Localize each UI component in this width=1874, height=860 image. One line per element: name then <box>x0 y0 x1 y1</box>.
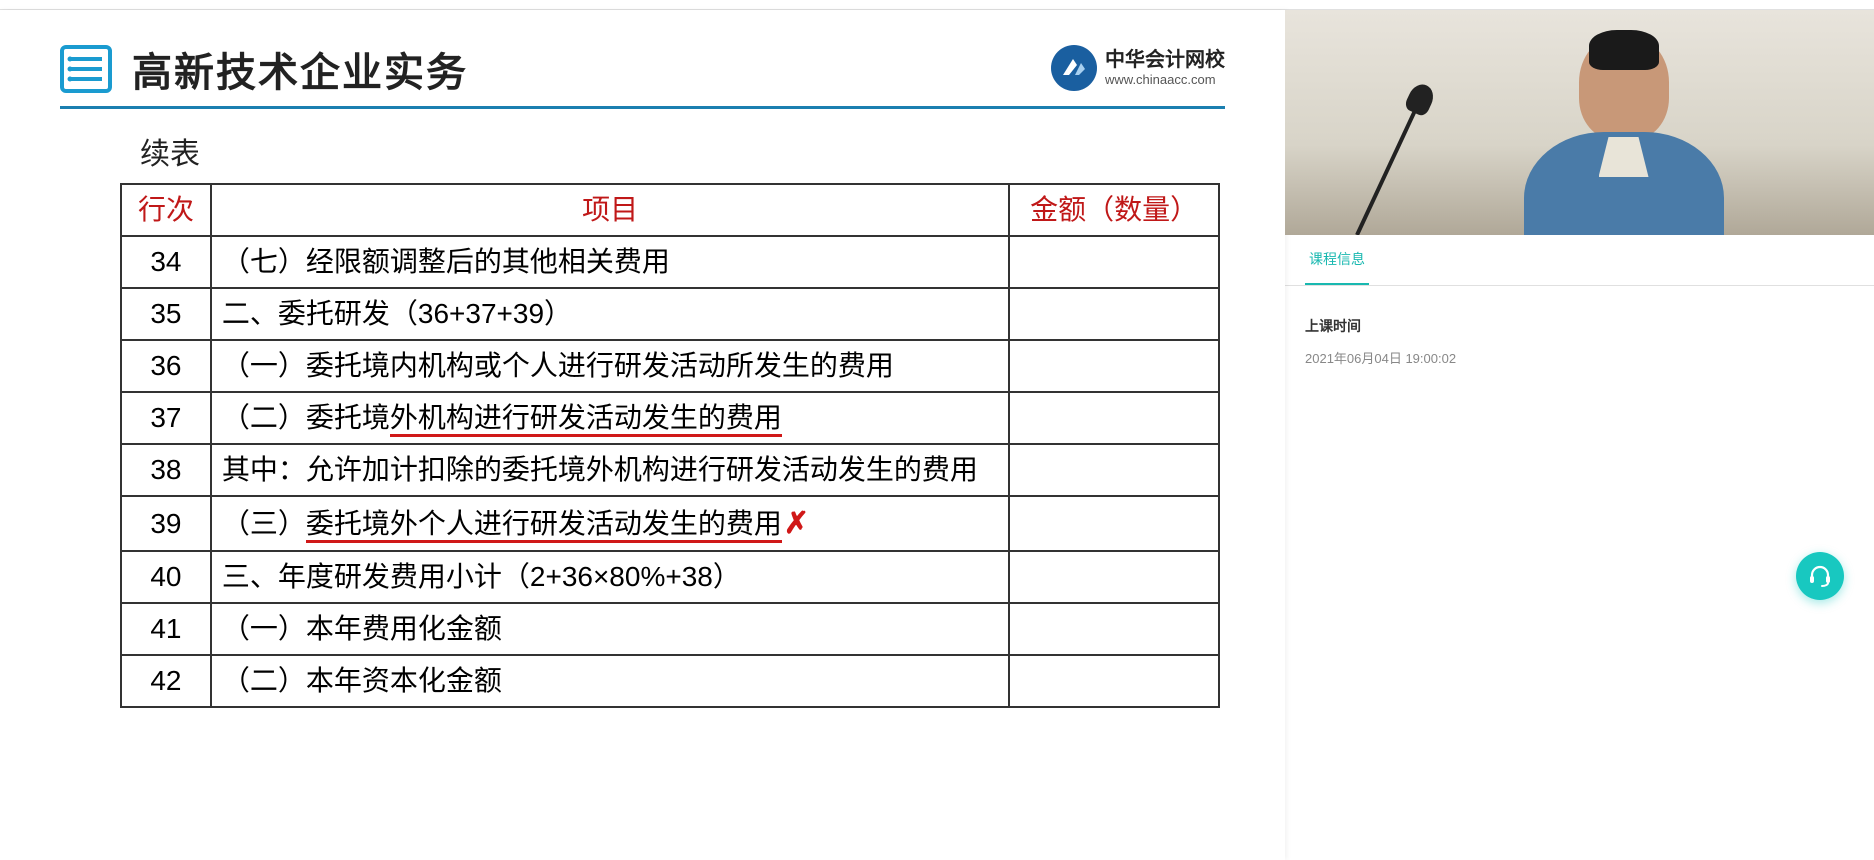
table-row: 35二、委托研发（36+37+39） <box>121 288 1219 340</box>
slide-area: 高新技术企业实务 中华会计网校 www.chinaacc.com 续表 <box>0 10 1285 860</box>
table-header-col2: 项目 <box>211 184 1009 236</box>
row-num: 38 <box>121 444 211 496</box>
annotation-underline: 委托境外个人进行研发活动发生的费用 <box>306 508 782 543</box>
row-item: （七）经限额调整后的其他相关费用 <box>211 236 1009 288</box>
row-item: （二）本年资本化金额 <box>211 655 1009 707</box>
brand-name-cn: 中华会计网校 <box>1105 48 1225 72</box>
table-row: 34（七）经限额调整后的其他相关费用 <box>121 236 1219 288</box>
table-row: 37（二）委托境外机构进行研发活动发生的费用 <box>121 392 1219 444</box>
tab-course-info[interactable]: 课程信息 <box>1305 235 1369 285</box>
table-header-row: 行次 项目 金额（数量） <box>121 184 1219 236</box>
class-time-label: 上课时间 <box>1305 316 1854 336</box>
brand-logo-icon <box>1051 45 1097 91</box>
presenter-figure <box>1514 35 1734 235</box>
row-num: 34 <box>121 236 211 288</box>
row-num: 41 <box>121 603 211 655</box>
row-item: 其中：允许加计扣除的委托境外机构进行研发活动发生的费用 <box>211 444 1009 496</box>
table-subheading: 续表 <box>140 129 1225 173</box>
row-amount <box>1009 392 1219 444</box>
table-header-col3: 金额（数量） <box>1009 184 1219 236</box>
row-num: 39 <box>121 496 211 551</box>
brand-text: 中华会计网校 www.chinaacc.com <box>1105 48 1225 88</box>
table-header-col1: 行次 <box>121 184 211 236</box>
table-row: 42（二）本年资本化金额 <box>121 655 1219 707</box>
brand-logo: 中华会计网校 www.chinaacc.com <box>1051 45 1225 91</box>
annotation-x-mark: ✗ <box>784 507 809 540</box>
table-row: 40三、年度研发费用小计（2+36×80%+38） <box>121 551 1219 603</box>
row-item: （一）本年费用化金额 <box>211 603 1009 655</box>
class-time-value: 2021年06月04日 19:00:02 <box>1305 348 1854 367</box>
row-num: 37 <box>121 392 211 444</box>
main-container: 高新技术企业实务 中华会计网校 www.chinaacc.com 续表 <box>0 10 1874 860</box>
microphone-icon <box>1355 98 1422 235</box>
row-item: 二、委托研发（36+37+39） <box>211 288 1009 340</box>
sidebar-tabs: 课程信息 <box>1285 235 1874 286</box>
row-amount <box>1009 655 1219 707</box>
row-num: 42 <box>121 655 211 707</box>
table-row: 38其中：允许加计扣除的委托境外机构进行研发活动发生的费用 <box>121 444 1219 496</box>
course-info-section: 上课时间 2021年06月04日 19:00:02 <box>1285 286 1874 397</box>
top-bar <box>0 0 1874 10</box>
headset-icon <box>1807 563 1833 589</box>
row-amount <box>1009 444 1219 496</box>
slide-content: 高新技术企业实务 中华会计网校 www.chinaacc.com 续表 <box>0 10 1285 738</box>
row-item: （一）委托境内机构或个人进行研发活动所发生的费用 <box>211 340 1009 392</box>
row-amount <box>1009 603 1219 655</box>
row-amount <box>1009 288 1219 340</box>
row-amount <box>1009 340 1219 392</box>
row-amount <box>1009 236 1219 288</box>
support-button[interactable] <box>1796 552 1844 600</box>
row-num: 36 <box>121 340 211 392</box>
row-amount <box>1009 551 1219 603</box>
table-row: 39（三）委托境外个人进行研发活动发生的费用✗ <box>121 496 1219 551</box>
slide-title: 高新技术企业实务 <box>132 40 468 98</box>
data-table: 行次 项目 金额（数量） 34（七）经限额调整后的其他相关费用35二、委托研发（… <box>120 183 1220 708</box>
row-item: （二）委托境外机构进行研发活动发生的费用 <box>211 392 1009 444</box>
annotation-underline: 外机构进行研发活动发生的费用 <box>390 402 782 437</box>
table-row: 41（一）本年费用化金额 <box>121 603 1219 655</box>
row-item: 三、年度研发费用小计（2+36×80%+38） <box>211 551 1009 603</box>
list-icon <box>60 43 112 95</box>
row-item: （三）委托境外个人进行研发活动发生的费用✗ <box>211 496 1009 551</box>
row-num: 35 <box>121 288 211 340</box>
right-panel: 课程信息 上课时间 2021年06月04日 19:00:02 <box>1285 10 1874 860</box>
brand-name-en: www.chinaacc.com <box>1105 72 1225 88</box>
table-row: 36（一）委托境内机构或个人进行研发活动所发生的费用 <box>121 340 1219 392</box>
row-amount <box>1009 496 1219 551</box>
webcam-feed <box>1285 10 1874 235</box>
row-num: 40 <box>121 551 211 603</box>
